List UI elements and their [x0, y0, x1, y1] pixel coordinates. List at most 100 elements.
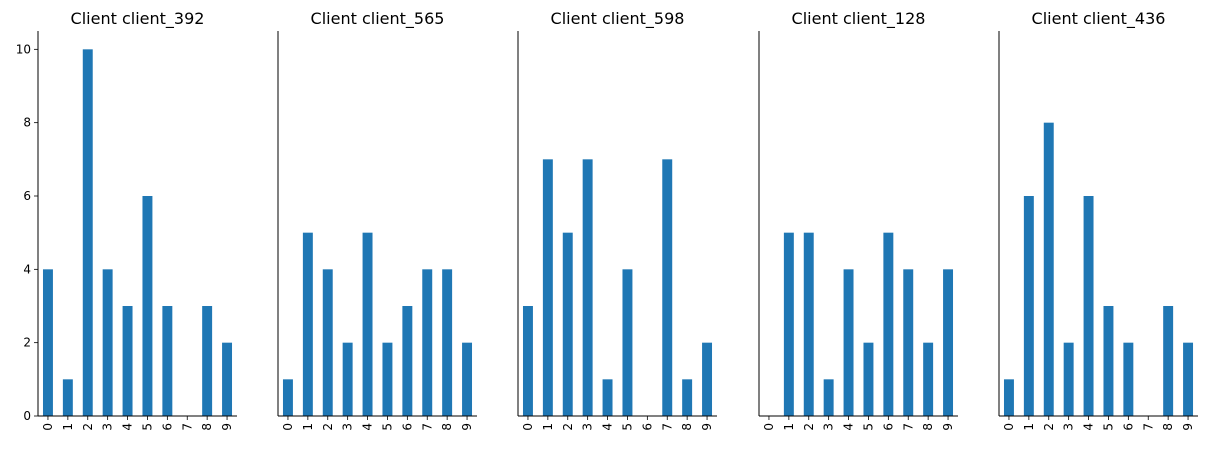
bar-2 [562, 232, 573, 416]
x-tick-label: 1 [541, 423, 555, 431]
y-tick-label: 8 [23, 116, 31, 130]
bar-3 [823, 379, 834, 416]
bar-9 [222, 342, 233, 416]
x-tick-label: 2 [561, 423, 575, 431]
x-tick-label: 3 [581, 423, 595, 431]
x-tick-label: 9 [1181, 423, 1195, 431]
y-tick-label: 10 [16, 42, 31, 56]
bar-2 [322, 269, 333, 416]
x-tick-label: 9 [460, 423, 474, 431]
bar-4 [843, 269, 854, 416]
x-tick-label: 1 [301, 423, 315, 431]
x-tick-label: 6 [1121, 423, 1135, 431]
bar-5 [863, 342, 874, 416]
bar-4 [122, 306, 133, 416]
chart-panel-3: 0 1 2 3 4 5 6 7 8 9 Client client_128 [758, 9, 958, 431]
bar-0 [42, 269, 53, 416]
bar-4 [1083, 196, 1094, 416]
bar-4 [602, 379, 613, 416]
x-tick-label: 5 [1101, 423, 1115, 431]
bar-1 [542, 159, 553, 416]
bar-0 [522, 306, 533, 416]
bar-2 [803, 232, 814, 416]
x-tick-label: 4 [842, 423, 856, 431]
x-tick-label: 4 [361, 423, 375, 431]
x-tick-label: 0 [281, 423, 295, 431]
x-tick-label: 7 [1141, 423, 1155, 431]
chart-panel-1: 0 1 2 3 4 5 6 7 8 9 Client client_565 [277, 9, 477, 431]
x-tick-label: 0 [762, 423, 776, 431]
x-tick-label: 3 [822, 423, 836, 431]
chart-panel-4: 0 1 2 3 4 5 6 7 8 9 Client client_436 [998, 9, 1198, 431]
x-tick-label: 6 [881, 423, 895, 431]
x-tick-label: 1 [782, 423, 796, 431]
bar-9 [943, 269, 954, 416]
y-tick-label: 4 [23, 262, 31, 276]
x-tick-label: 3 [101, 423, 115, 431]
x-tick-label: 8 [200, 423, 214, 431]
bar-4 [362, 232, 373, 416]
x-tick-label: 8 [1161, 423, 1175, 431]
bar-3 [582, 159, 593, 416]
bar-0 [1003, 379, 1014, 416]
x-tick-label: 3 [1062, 423, 1076, 431]
bar-8 [442, 269, 453, 416]
x-tick-label: 1 [1022, 423, 1036, 431]
y-tick-label: 2 [23, 336, 31, 350]
bar-7 [422, 269, 433, 416]
x-tick-label: 6 [160, 423, 174, 431]
x-tick-label: 2 [81, 423, 95, 431]
x-tick-label: 7 [420, 423, 434, 431]
x-tick-label: 0 [41, 423, 55, 431]
x-tick-label: 6 [640, 423, 654, 431]
x-tick-label: 0 [1002, 423, 1016, 431]
chart-title: Client client_598 [551, 9, 685, 29]
bar-0 [282, 379, 293, 416]
bar-8 [682, 379, 693, 416]
bar-8 [202, 306, 213, 416]
x-tick-label: 3 [341, 423, 355, 431]
bar-8 [923, 342, 934, 416]
x-tick-label: 9 [700, 423, 714, 431]
bar-3 [1063, 342, 1074, 416]
x-tick-label: 5 [861, 423, 875, 431]
bar-6 [162, 306, 173, 416]
x-tick-label: 9 [941, 423, 955, 431]
x-tick-label: 1 [61, 423, 75, 431]
bar-8 [1163, 306, 1174, 416]
bar-1 [1023, 196, 1034, 416]
x-tick-label: 0 [521, 423, 535, 431]
bar-1 [302, 232, 313, 416]
x-tick-label: 8 [680, 423, 694, 431]
bar-6 [402, 306, 413, 416]
bar-2 [82, 49, 93, 416]
x-tick-label: 8 [921, 423, 935, 431]
x-tick-label: 5 [620, 423, 634, 431]
bar-3 [102, 269, 113, 416]
x-tick-label: 4 [601, 423, 615, 431]
y-tick-label: 6 [23, 189, 31, 203]
chart-title: Client client_392 [71, 9, 205, 29]
bar-5 [382, 342, 393, 416]
bar-9 [1183, 342, 1194, 416]
bar-7 [662, 159, 673, 416]
bar-1 [783, 232, 794, 416]
bar-3 [342, 342, 353, 416]
bar-6 [883, 232, 894, 416]
bar-9 [702, 342, 713, 416]
x-tick-label: 2 [802, 423, 816, 431]
x-tick-label: 9 [220, 423, 234, 431]
x-tick-label: 5 [140, 423, 154, 431]
x-tick-label: 7 [180, 423, 194, 431]
x-tick-label: 7 [901, 423, 915, 431]
bar-5 [622, 269, 633, 416]
bar-7 [903, 269, 914, 416]
bar-5 [142, 196, 153, 416]
x-tick-label: 2 [1042, 423, 1056, 431]
y-tick-label: 0 [23, 409, 31, 423]
x-tick-label: 5 [380, 423, 394, 431]
x-tick-label: 4 [121, 423, 135, 431]
